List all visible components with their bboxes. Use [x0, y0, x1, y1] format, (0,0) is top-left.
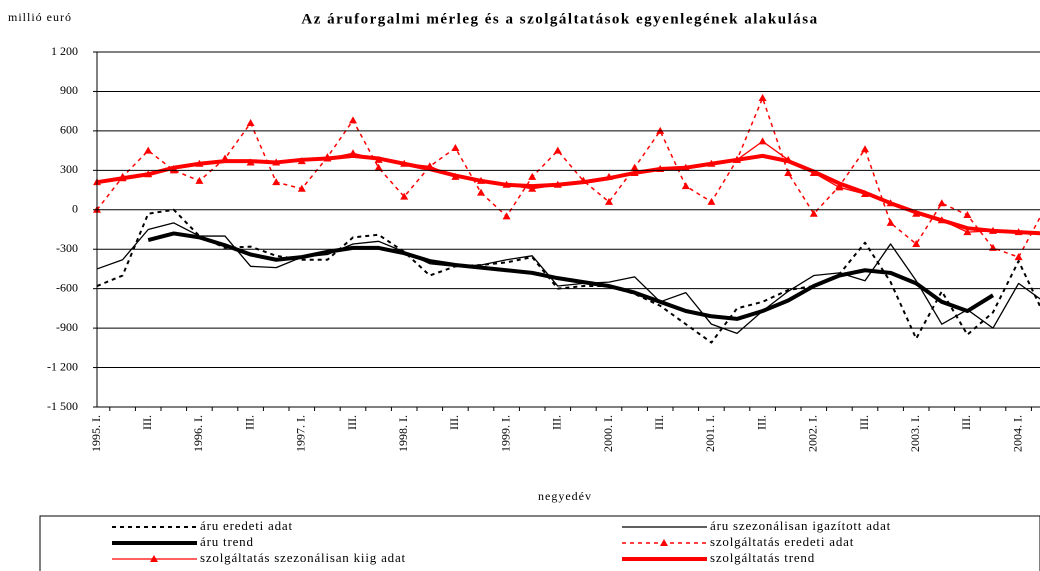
y-tick-label: 1 200: [51, 44, 78, 58]
x-tick-label: 2004. I.: [1010, 415, 1024, 452]
series-line: [96, 97, 1040, 258]
point-marker: [707, 197, 716, 205]
point-marker: [963, 211, 972, 219]
chart-title: Az áruforgalmi mérleg és a szolgáltatáso…: [301, 11, 818, 27]
point-marker: [400, 192, 409, 200]
point-marker: [681, 182, 690, 190]
plot-area: [93, 94, 1040, 344]
series-line: [96, 153, 1040, 236]
series-line: [96, 222, 1040, 335]
x-tick-label: 2001. I.: [703, 415, 717, 452]
y-axis-label: millió euró: [8, 10, 72, 24]
x-tick-label: III.: [242, 415, 256, 430]
x-tick-label: III.: [959, 415, 973, 430]
point-marker: [758, 137, 767, 145]
point-marker: [195, 176, 204, 184]
x-tick-label: III.: [754, 415, 768, 430]
x-tick-label: 2000. I.: [601, 415, 615, 452]
legend-label: áru trend: [200, 534, 254, 549]
x-tick-label: III.: [652, 415, 666, 430]
series-line: [96, 208, 1040, 344]
point-marker: [758, 94, 767, 102]
y-tick-label: -1 200: [47, 359, 78, 373]
series-line: [147, 231, 995, 321]
x-tick-label: III.: [140, 415, 154, 430]
x-tick-label: 2002. I.: [806, 415, 820, 452]
point-marker: [1014, 253, 1023, 261]
y-tick-label: 300: [60, 162, 78, 176]
legend-label: áru szezonálisan igazított adat: [710, 518, 891, 533]
point-marker: [553, 146, 562, 154]
legend-label: szolgáltatás szezonálisan kiig adat: [200, 550, 406, 565]
point-marker: [477, 188, 485, 196]
point-marker: [349, 116, 357, 124]
x-tick-label: 1997. I.: [294, 415, 308, 452]
y-tick-label: 900: [60, 83, 78, 97]
y-tick-label: -600: [56, 280, 78, 294]
y-tick-label: -1 500: [47, 399, 78, 413]
point-marker: [297, 184, 306, 192]
point-marker: [886, 218, 895, 226]
point-marker: [605, 197, 613, 205]
point-marker: [272, 178, 281, 186]
point-marker: [912, 239, 921, 247]
y-tick-label: 600: [60, 123, 78, 137]
legend-label: áru eredeti adat: [200, 518, 293, 533]
x-tick-label: III.: [857, 415, 871, 430]
point-marker: [374, 163, 383, 171]
legend-label: szolgáltatás eredeti adat: [710, 534, 854, 549]
legend-marker: [660, 539, 668, 546]
y-tick-label: -300: [56, 241, 78, 255]
x-axis-label: negyedév: [538, 489, 592, 503]
point-marker: [809, 209, 818, 217]
x-tick-label: III.: [447, 415, 461, 430]
point-marker: [144, 146, 153, 154]
point-marker: [937, 199, 946, 207]
x-tick-label: 1996. I.: [191, 415, 205, 452]
point-marker: [784, 168, 793, 176]
point-marker: [630, 163, 639, 171]
point-marker: [246, 119, 255, 126]
x-tick-label: 2003. I.: [908, 415, 922, 452]
y-tick-label: 0: [72, 202, 78, 216]
series-line: [96, 140, 1040, 234]
x-tick-label: III.: [550, 415, 564, 430]
point-marker: [835, 183, 844, 191]
point-marker: [451, 143, 460, 151]
x-tick-label: 1995. I.: [89, 415, 103, 452]
point-marker: [528, 172, 537, 180]
legend-box: [39, 515, 1040, 571]
point-marker: [963, 228, 972, 236]
point-marker: [861, 145, 869, 153]
point-marker: [528, 184, 537, 192]
point-marker: [502, 212, 511, 220]
x-tick-label: III.: [345, 415, 359, 430]
legend-marker: [150, 555, 158, 562]
y-tick-label: -900: [56, 320, 78, 334]
x-tick-label: 1998. I.: [396, 415, 410, 452]
legend-label: szolgáltatás trend: [710, 550, 815, 565]
x-tick-label: 1999. I.: [498, 415, 512, 452]
